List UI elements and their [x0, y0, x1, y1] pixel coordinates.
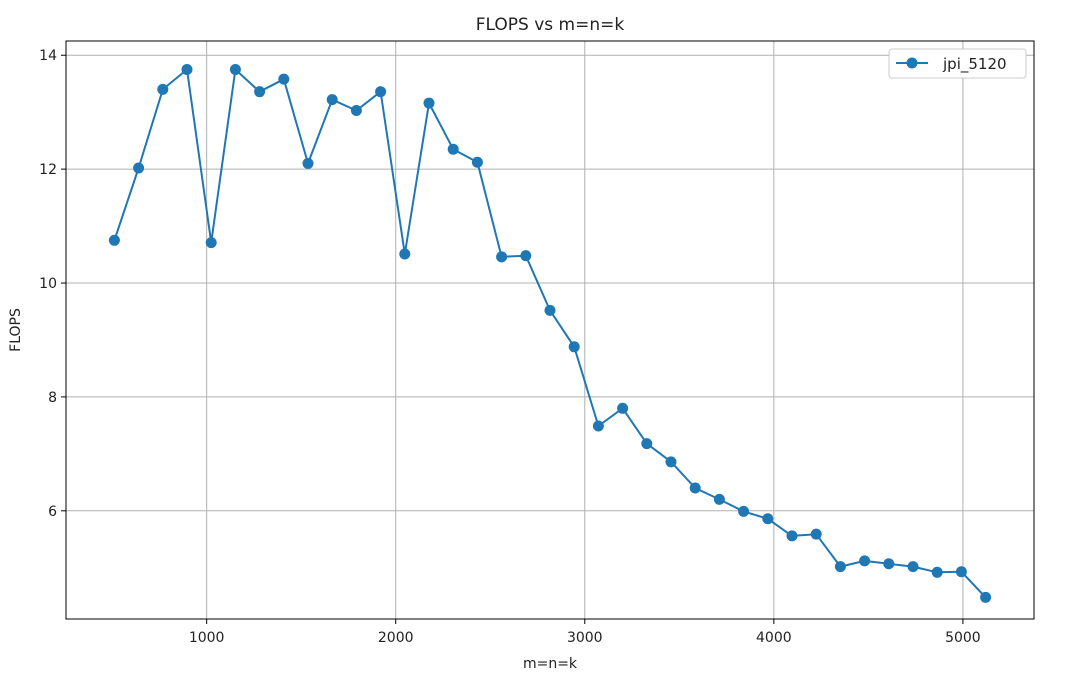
data-point [157, 83, 169, 95]
data-point [713, 493, 725, 505]
data-point [447, 143, 459, 155]
plot-frame [65, 40, 1035, 620]
data-point [810, 528, 822, 540]
x-axis-label: m=n=k [523, 656, 578, 672]
data-point [834, 561, 846, 573]
data-point [665, 456, 677, 468]
data-point [907, 561, 919, 573]
data-point [302, 157, 314, 169]
legend: jpi_5120 [888, 48, 1027, 79]
data-point [254, 86, 266, 98]
data-point [423, 97, 435, 109]
data-point [592, 420, 604, 432]
data-point [181, 63, 193, 75]
data-point [133, 162, 145, 174]
data-point [326, 94, 338, 106]
data-point [471, 156, 483, 168]
data-point [278, 73, 290, 85]
chart-title: FLOPS vs m=n=k [476, 15, 625, 35]
data-point [786, 530, 798, 542]
data-point [544, 304, 556, 316]
data-point [229, 63, 241, 75]
data-point [883, 558, 895, 570]
legend-marker [906, 57, 918, 69]
data-point [350, 104, 362, 116]
data-point [859, 555, 871, 567]
y-tick-label: 14 [39, 48, 57, 64]
grid [66, 41, 1034, 619]
data-point [980, 591, 992, 603]
data-point [568, 341, 580, 353]
y-tick-label: 12 [39, 162, 57, 178]
y-tick-label: 6 [48, 504, 57, 520]
data-point [108, 234, 120, 246]
data-point [689, 482, 701, 494]
axis-ticks: 1000 2000 3000 4000 5000 6 8 10 12 14 [39, 48, 981, 646]
x-tick-label: 4000 [756, 630, 792, 646]
y-tick-label: 10 [39, 276, 57, 292]
data-point [375, 86, 387, 98]
y-tick-label: 8 [48, 390, 57, 406]
x-tick-label: 5000 [945, 630, 981, 646]
legend-box [888, 48, 1027, 79]
legend-label: jpi_5120 [942, 55, 1007, 74]
data-point [617, 402, 629, 414]
data-point [399, 248, 411, 260]
series-jpi-5120 [108, 63, 992, 603]
data-point [496, 251, 508, 263]
x-tick-label: 2000 [378, 630, 414, 646]
data-point [205, 237, 217, 249]
y-axis-label: FLOPS [8, 308, 24, 352]
data-point [738, 505, 750, 517]
data-point [762, 513, 774, 525]
data-point [641, 438, 653, 450]
x-tick-label: 1000 [189, 630, 225, 646]
data-point [931, 566, 943, 578]
data-point [520, 250, 532, 262]
x-tick-label: 3000 [567, 630, 603, 646]
data-point [955, 566, 967, 578]
